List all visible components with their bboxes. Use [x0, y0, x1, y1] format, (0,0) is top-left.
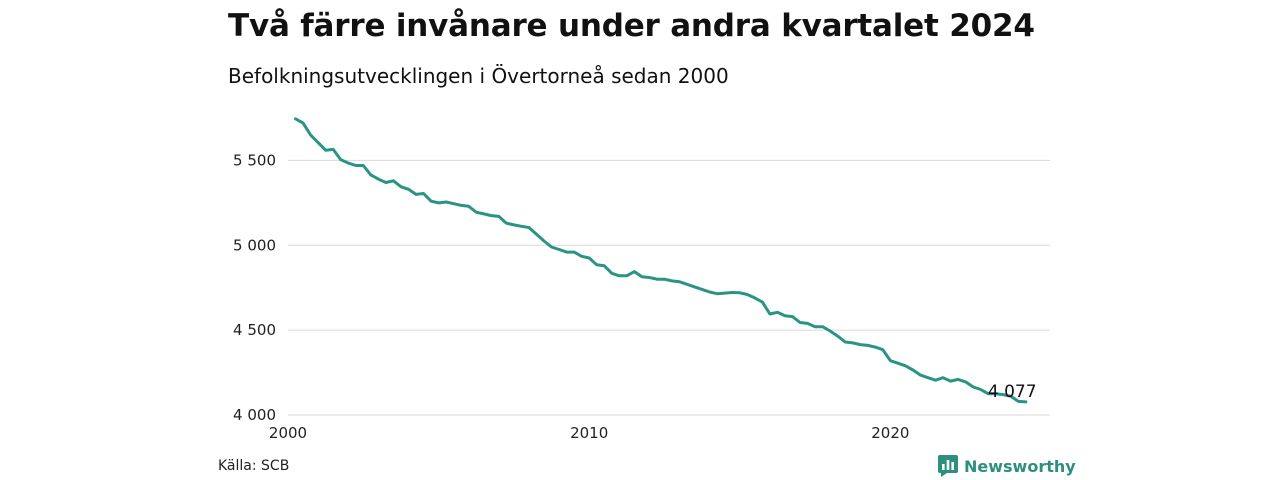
chart-title: Två färre invånare under andra kvartalet…: [228, 8, 1035, 44]
source-note: Källa: SCB: [218, 458, 290, 474]
chart-subtitle: Befolkningsutvecklingen i Övertorneå sed…: [228, 64, 729, 88]
y-tick-label: 5 500: [233, 151, 276, 169]
y-tick-label: 4 000: [233, 406, 276, 424]
brand-name: Newsworthy: [964, 456, 1076, 476]
y-axis-ticks: 4 000 4 500 5 000 5 500: [233, 151, 276, 424]
series-layer: [294, 117, 1028, 404]
gridlines: [288, 159, 1050, 416]
x-tick-label: 2000: [269, 424, 307, 442]
series-line: [294, 117, 1028, 404]
y-tick-label: 4 500: [233, 321, 276, 339]
x-tick-label: 2020: [871, 424, 909, 442]
annotation-layer: 4 077: [988, 382, 1037, 402]
x-tick-label: 2010: [570, 424, 608, 442]
brand-logo[interactable]: Newsworthy: [938, 455, 1076, 477]
y-tick-label: 5 000: [233, 236, 276, 254]
x-axis-ticks: 2000 2010 2020: [269, 424, 910, 442]
end-value-label: 4 077: [988, 382, 1037, 402]
newsworthy-logo-icon: [938, 455, 958, 477]
